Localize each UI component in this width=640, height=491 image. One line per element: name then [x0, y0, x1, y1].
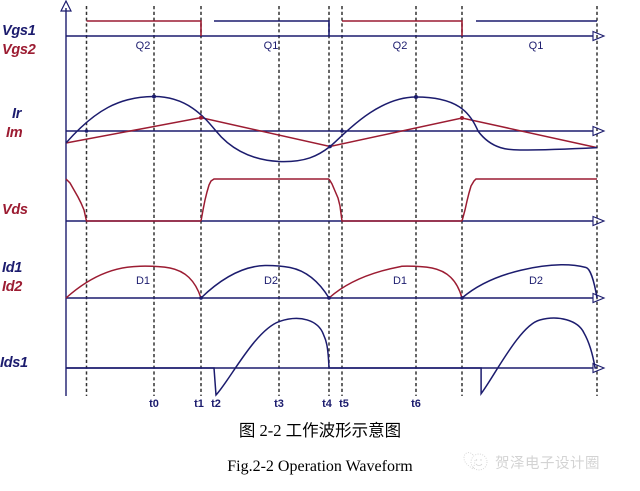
svg-text:Ids1: Ids1: [0, 355, 28, 371]
svg-text:D2: D2: [264, 275, 278, 287]
svg-text:Im: Im: [6, 125, 23, 141]
svg-text:Q1: Q1: [529, 40, 544, 52]
svg-text:t5: t5: [339, 398, 349, 410]
svg-text:D1: D1: [393, 275, 407, 287]
svg-text:Q2: Q2: [136, 40, 151, 52]
svg-text:Vgs1: Vgs1: [2, 23, 36, 39]
svg-text:t4: t4: [322, 398, 333, 410]
svg-text:t0: t0: [149, 398, 159, 410]
svg-text:Id1: Id1: [2, 260, 22, 276]
svg-text:Vgs2: Vgs2: [2, 42, 36, 58]
svg-text:t6: t6: [411, 398, 421, 410]
svg-text:Q2: Q2: [393, 40, 408, 52]
svg-text:t1: t1: [194, 398, 204, 410]
svg-text:D1: D1: [136, 275, 150, 287]
svg-text:Id2: Id2: [2, 279, 22, 295]
svg-text:t2: t2: [211, 398, 221, 410]
svg-text:Q1: Q1: [264, 40, 279, 52]
svg-text:t3: t3: [274, 398, 284, 410]
svg-text:Ir: Ir: [12, 106, 23, 122]
svg-text:D2: D2: [529, 275, 543, 287]
svg-text:Vds: Vds: [2, 202, 28, 218]
